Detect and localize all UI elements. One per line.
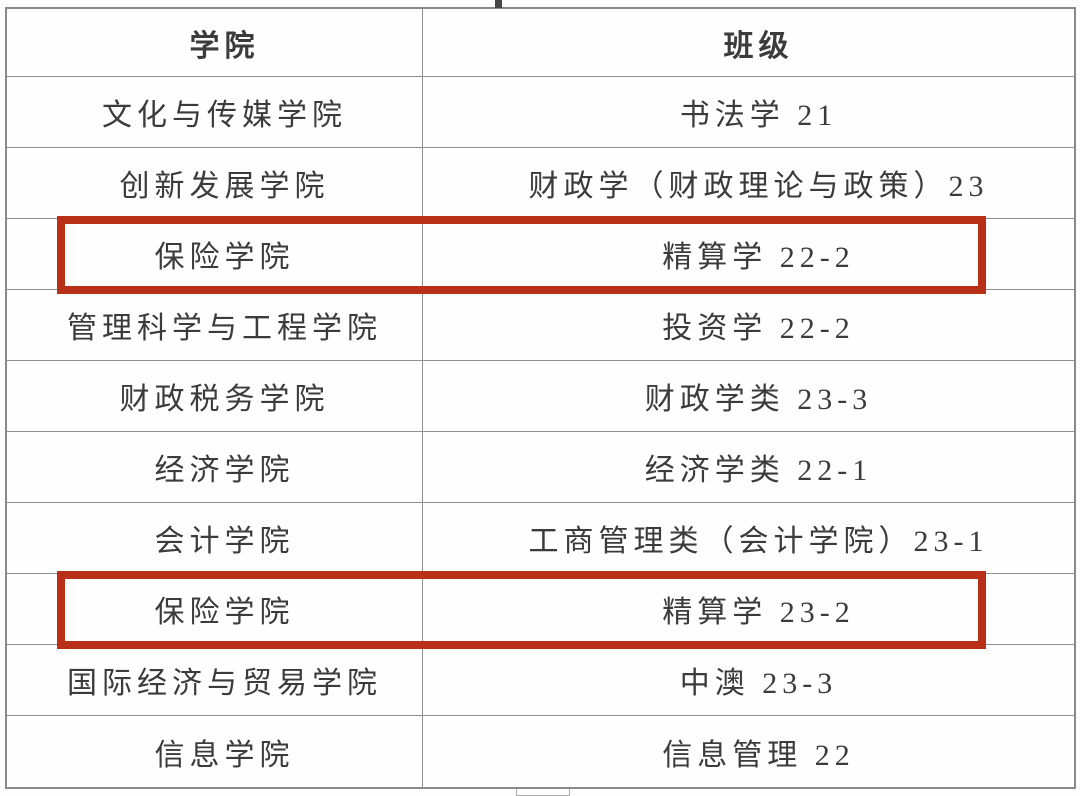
class-cell: 投资学 22-2	[662, 312, 855, 345]
class-cell: 信息管理 22	[662, 738, 855, 772]
college-cell: 国际经济与贸易学院	[7, 645, 423, 715]
college-cell: 财政税务学院	[7, 361, 423, 431]
college-cell: 保险学院	[7, 574, 423, 644]
class-cell: 财政学（财政理论与政策）23	[528, 170, 989, 203]
table-row: 文化与传媒学院 书法学 21	[7, 77, 1074, 148]
table-row: 经济学院 经济学类 22-1	[7, 432, 1074, 503]
table-body: 文化与传媒学院 书法学 21 创新发展学院 财政学（财政理论与政策）23 保险学院 精算学…	[7, 77, 1074, 787]
class-cell: 中澳 23-3	[679, 667, 838, 700]
table-row: 会计学院 工商管理类（会计学院）23-1	[7, 503, 1074, 574]
class-cell: 工商管理类（会计学院）23-1	[528, 525, 989, 558]
college-cell: 会计学院	[7, 503, 423, 573]
table-header-row: 学院 班级	[7, 9, 1074, 77]
table-row: 管理科学与工程学院 投资学 22-2	[7, 290, 1074, 361]
college-cell: 创新发展学院	[7, 148, 423, 218]
college-cell: 管理科学与工程学院	[7, 290, 423, 360]
table-row: 创新发展学院 财政学（财政理论与政策）23	[7, 148, 1074, 219]
column-header-college: 学院	[7, 9, 423, 76]
college-cell: 保险学院	[7, 219, 423, 289]
college-cell: 经济学院	[7, 432, 423, 502]
college-cell: 文化与传媒学院	[7, 77, 423, 147]
column-header-class: 班级	[723, 29, 794, 63]
college-cell: 信息学院	[7, 716, 423, 787]
table-row: 信息学院 信息管理 22	[7, 716, 1074, 787]
class-cell: 精算学 22-2	[662, 241, 855, 274]
class-cell: 财政学类 23-3	[644, 383, 873, 416]
table-row: 国际经济与贸易学院 中澳 23-3	[7, 645, 1074, 716]
top-tick-mark	[495, 0, 502, 8]
class-cell: 精算学 23-2	[662, 596, 855, 629]
class-cell: 书法学 21	[679, 99, 838, 132]
table-row: 保险学院 精算学 22-2	[7, 216, 1074, 294]
table-row: 保险学院 精算学 23-2	[7, 571, 1074, 649]
class-cell: 经济学类 22-1	[644, 454, 873, 487]
bottom-artifact-mark	[516, 789, 570, 796]
table-row: 财政税务学院 财政学类 23-3	[7, 361, 1074, 432]
class-table: 学院 班级 文化与传媒学院 书法学 21 创新发展学院 财政学（财政理论与政策）23 保…	[5, 7, 1076, 789]
